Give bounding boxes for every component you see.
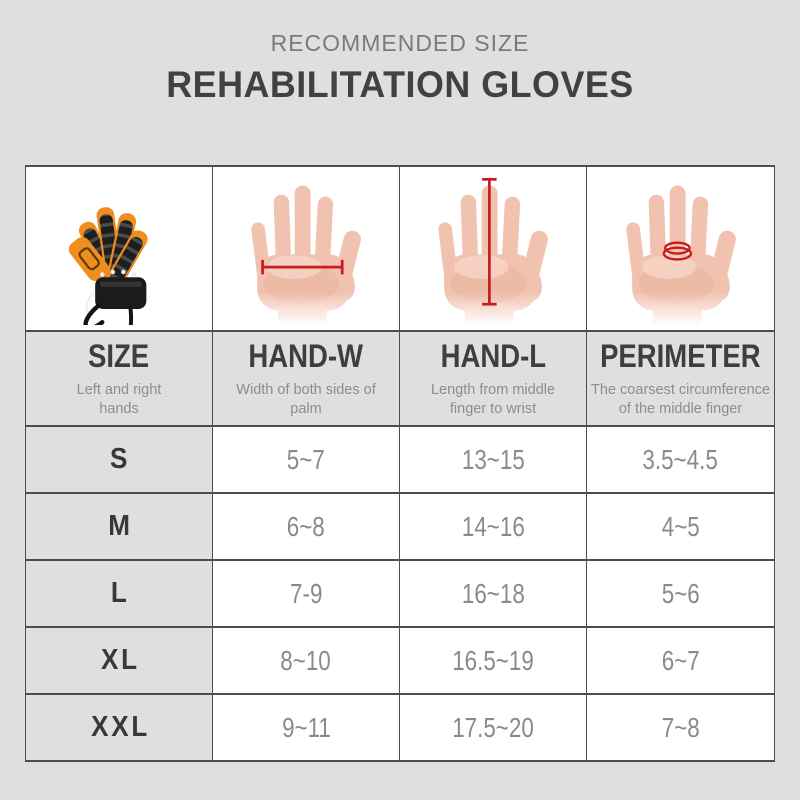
column-desc: Width of both sides of palm bbox=[236, 382, 376, 417]
hand-width-image-cell bbox=[213, 167, 400, 332]
length-measure-line bbox=[482, 177, 497, 306]
finger-perimeter-illustration bbox=[612, 185, 749, 325]
column-header-size: SIZE Left and right hands bbox=[26, 332, 213, 427]
page-header: RECOMMENDED SIZE REHABILITATION GLOVES bbox=[0, 30, 800, 106]
cell-value: 14~16 bbox=[461, 510, 525, 542]
cell-value: 6~8 bbox=[287, 510, 325, 542]
hand-width-illustration bbox=[238, 185, 374, 325]
cell-value: 8~10 bbox=[280, 644, 332, 676]
size-cell-xl: XL bbox=[26, 628, 213, 695]
table-cell: 3.5~4.5 bbox=[587, 427, 774, 494]
column-header-hand-l: HAND-L Length from middle finger to wris… bbox=[400, 332, 587, 427]
cell-value: 3.5~4.5 bbox=[642, 443, 719, 475]
column-title: HAND-L bbox=[440, 338, 546, 375]
page-subtitle: RECOMMENDED SIZE bbox=[270, 30, 530, 56]
cell-value: 6~7 bbox=[661, 644, 700, 676]
width-measure-line bbox=[261, 259, 344, 274]
column-desc: Left and right hands bbox=[76, 382, 162, 417]
glove-strap bbox=[68, 236, 109, 281]
glove-cable bbox=[128, 306, 134, 325]
cell-value: 7-9 bbox=[289, 577, 323, 609]
glove-cable-loop bbox=[83, 302, 105, 325]
size-cell-m: M bbox=[26, 494, 213, 561]
size-cell-l: L bbox=[26, 561, 213, 628]
column-header-perimeter: PERIMETER The coarsest circumference of … bbox=[587, 332, 774, 427]
table-cell: 14~16 bbox=[400, 494, 587, 561]
table-cell: 4~5 bbox=[587, 494, 774, 561]
column-header-hand-w: HAND-W Width of both sides of palm bbox=[213, 332, 400, 427]
cell-value: 7~8 bbox=[661, 711, 700, 743]
size-label: M bbox=[108, 510, 133, 542]
table-cell: 13~15 bbox=[400, 427, 587, 494]
table-cell: 9~11 bbox=[213, 695, 400, 762]
rehab-glove-icon bbox=[68, 206, 148, 325]
table-cell: 6~7 bbox=[587, 628, 774, 695]
table-cell: 16.5~19 bbox=[400, 628, 587, 695]
cell-value: 4~5 bbox=[661, 510, 700, 542]
cell-value: 16.5~19 bbox=[452, 644, 534, 676]
cell-value: 13~15 bbox=[461, 443, 525, 475]
table-cell: 8~10 bbox=[213, 628, 400, 695]
table-cell: 7-9 bbox=[213, 561, 400, 628]
table-cell: 17.5~20 bbox=[400, 695, 587, 762]
size-table: SIZE Left and right hands HAND-W Width o… bbox=[25, 165, 775, 762]
size-cell-s: S bbox=[26, 427, 213, 494]
page-title: REHABILITATION GLOVES bbox=[166, 64, 634, 105]
table-cell: 5~6 bbox=[587, 561, 774, 628]
cell-value: 17.5~20 bbox=[452, 711, 534, 743]
size-label: XL bbox=[100, 644, 140, 676]
perimeter-ring bbox=[662, 240, 692, 261]
table-cell: 5~7 bbox=[213, 427, 400, 494]
table-cell: 6~8 bbox=[213, 494, 400, 561]
cell-value: 16~18 bbox=[461, 577, 525, 609]
size-cell-xxl: XXL bbox=[26, 695, 213, 762]
column-desc: The coarsest circumference of the middle… bbox=[591, 382, 770, 417]
cell-value: 5~7 bbox=[287, 443, 325, 475]
size-label: S bbox=[110, 443, 131, 475]
column-title: PERIMETER bbox=[600, 338, 761, 375]
hand-length-illustration bbox=[425, 177, 561, 325]
table-cell: 16~18 bbox=[400, 561, 587, 628]
column-title: HAND-W bbox=[248, 338, 364, 375]
hand-length-image-cell bbox=[400, 167, 587, 332]
cell-value: 5~6 bbox=[661, 577, 700, 609]
column-desc: Length from middle finger to wrist bbox=[430, 382, 556, 417]
finger-perimeter-image-cell bbox=[587, 167, 774, 332]
cell-value: 9~11 bbox=[281, 711, 331, 743]
table-cell: 7~8 bbox=[587, 695, 774, 762]
size-label: XXL bbox=[90, 711, 150, 743]
size-label: L bbox=[111, 577, 130, 609]
column-title: SIZE bbox=[88, 338, 150, 375]
glove-image-cell bbox=[26, 167, 213, 332]
